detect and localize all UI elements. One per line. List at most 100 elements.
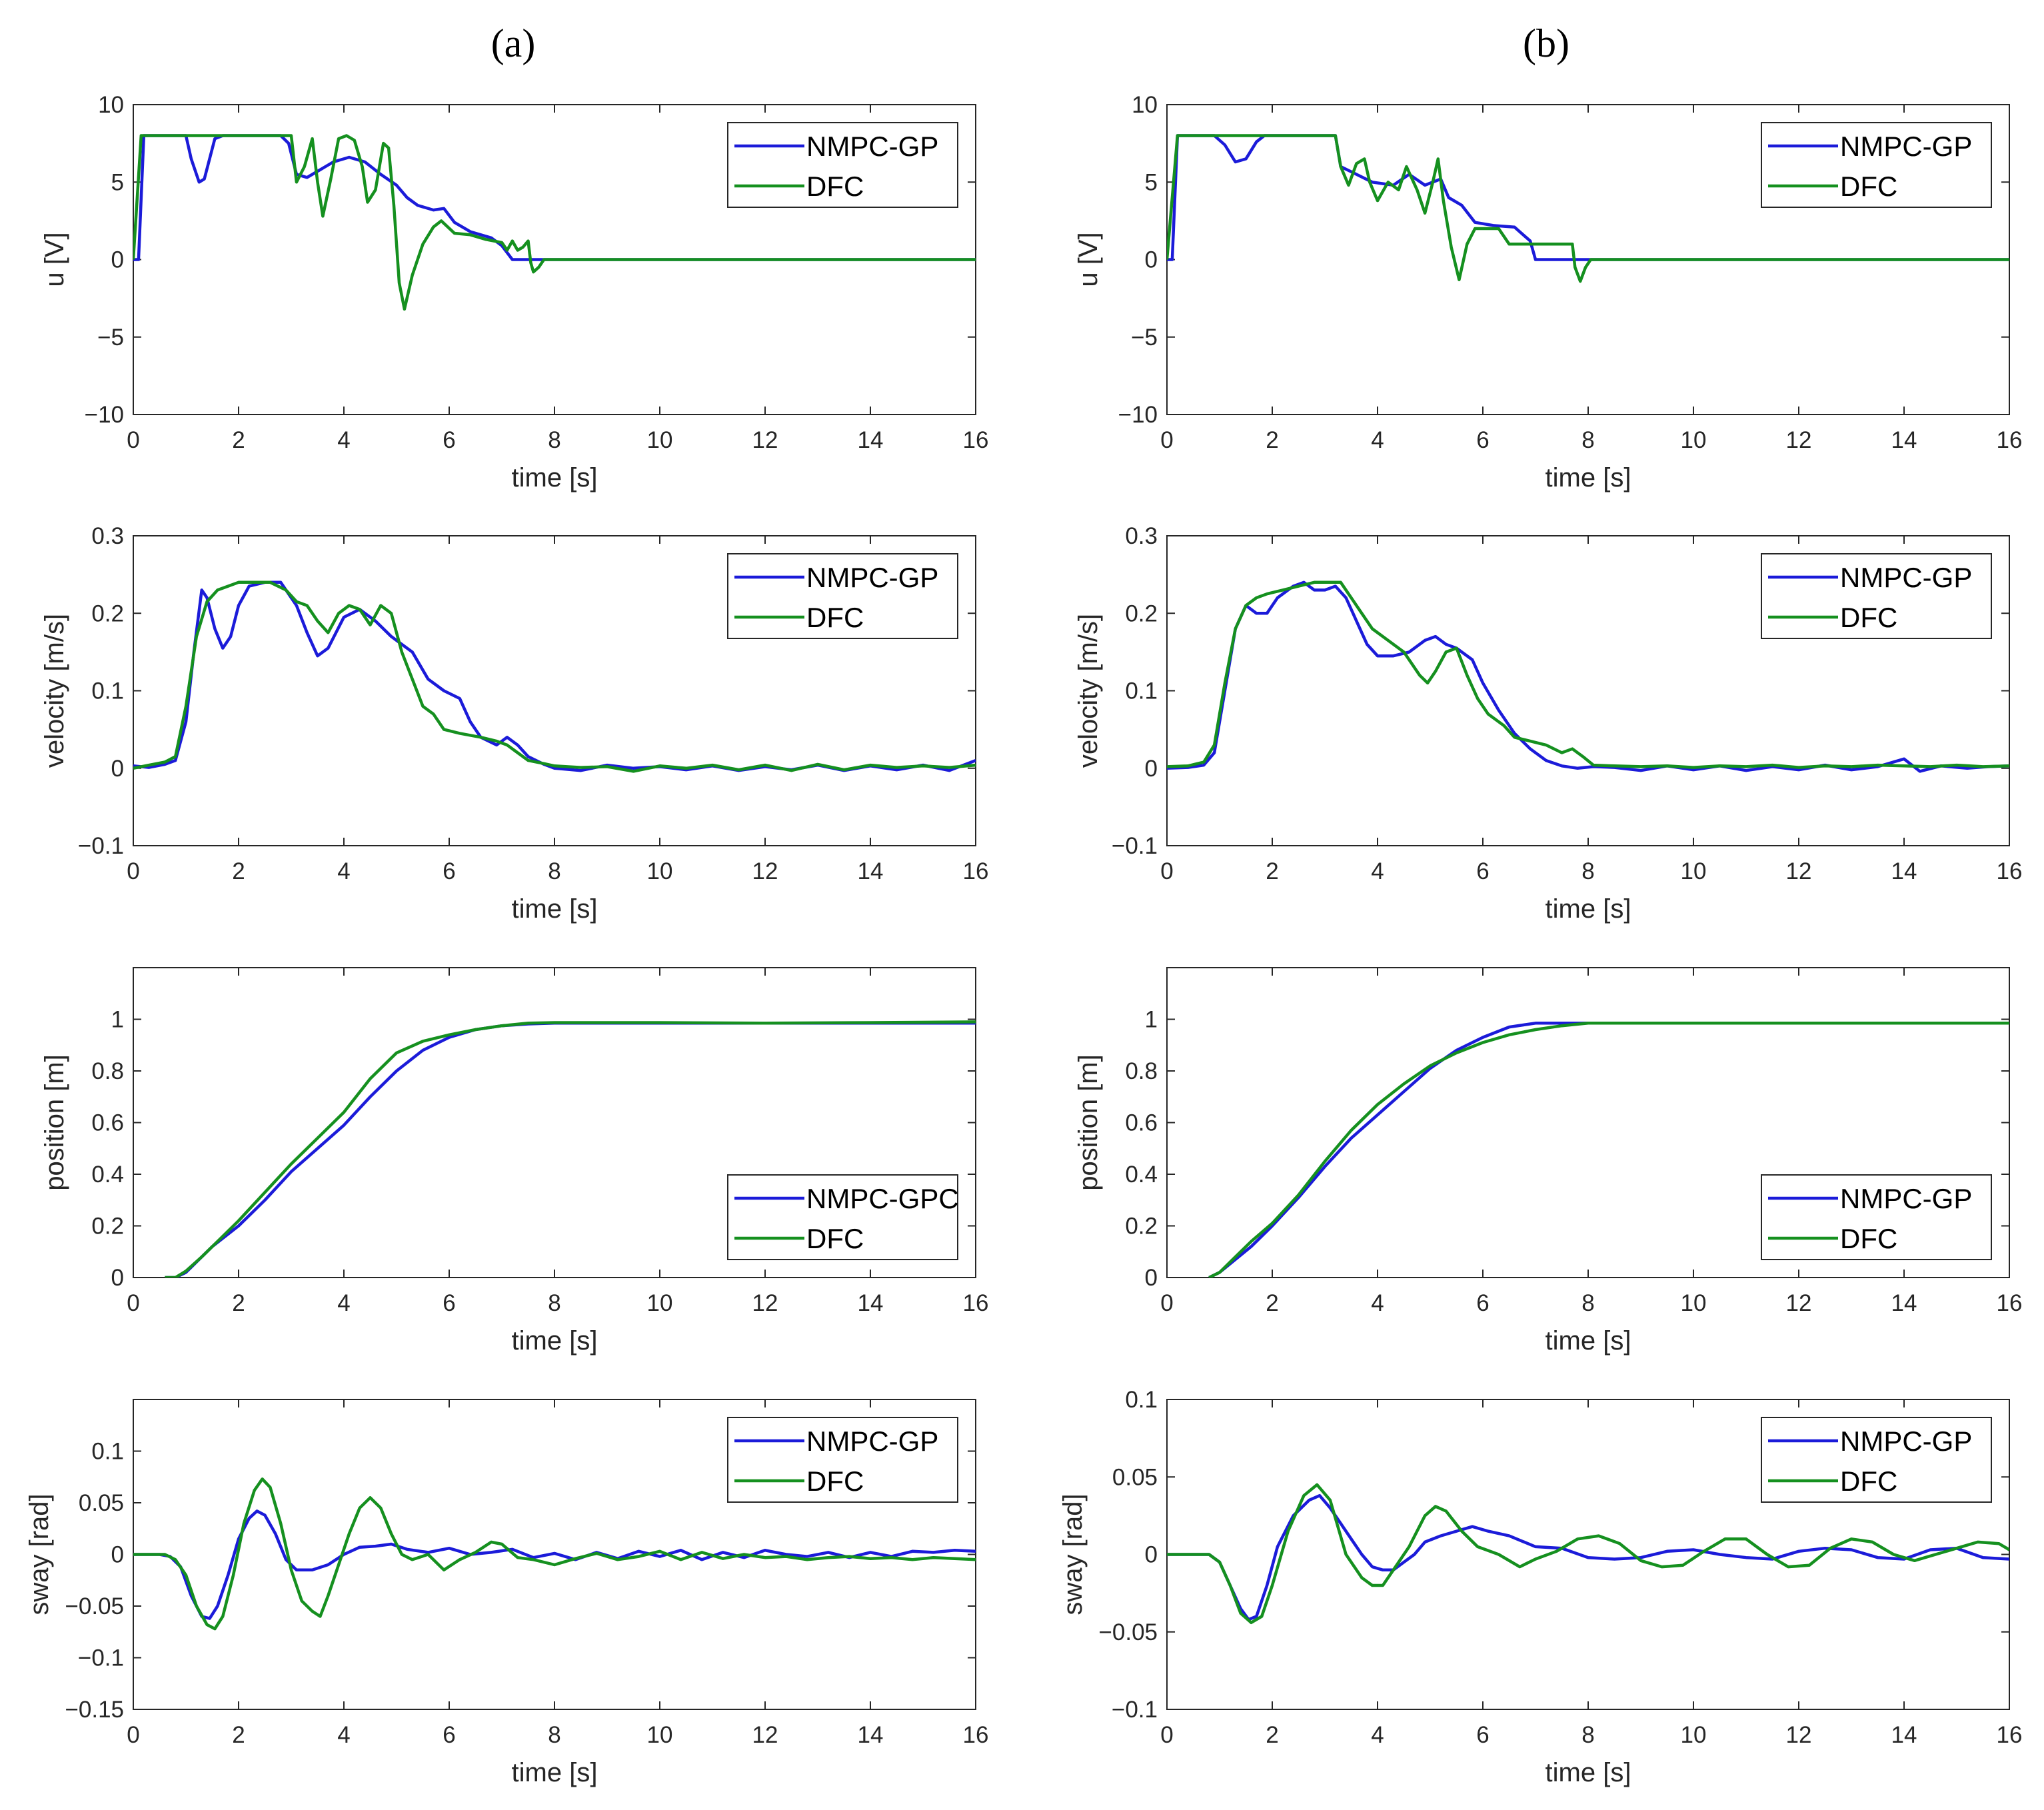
legend-box xyxy=(727,553,958,639)
x-tick-label: 14 xyxy=(1891,858,1917,884)
x-tick-label: 14 xyxy=(858,1722,884,1748)
x-tick-label: 16 xyxy=(963,1290,989,1316)
x-tick-label: 8 xyxy=(1581,427,1594,453)
x-axis-label: time [s] xyxy=(1545,894,1631,924)
series-line-nmpc-gp xyxy=(1167,134,2009,261)
legend-label-nmpc-gp: NMPC-GP xyxy=(806,562,938,593)
x-tick-label: 2 xyxy=(232,858,245,884)
x-tick-label: 16 xyxy=(1997,1722,2023,1748)
x-tick-label: 16 xyxy=(1997,1290,2023,1316)
y-tick-label: −0.05 xyxy=(1098,1619,1158,1645)
y-axis-label: u [V] xyxy=(40,232,69,287)
x-axis-label: time [s] xyxy=(512,1326,598,1356)
x-tick-label: 16 xyxy=(963,427,989,453)
x-tick-label: 8 xyxy=(548,1290,560,1316)
column-label-b: (b) xyxy=(1523,21,1569,65)
y-tick-label: −0.1 xyxy=(78,833,124,859)
y-tick-label: 0.1 xyxy=(91,1439,124,1465)
series-line-nmpc-gp xyxy=(133,134,976,261)
y-tick-label: 0.4 xyxy=(91,1162,124,1188)
x-tick-label: 4 xyxy=(337,1722,350,1748)
column-label-a: (a) xyxy=(491,21,536,65)
x-axis-label: time [s] xyxy=(512,463,598,492)
x-tick-label: 0 xyxy=(1160,858,1173,884)
subplot-b-u: 0 2 4 6 8 10 12 14 16 −10 −5 0 5 10 time [s] u [V] NMPC-… xyxy=(1074,92,2022,492)
subplot-a-sway: 0 2 4 6 8 10 12 14 16 −0.15 −0.1 −0.05 0 0.05 0.1 time … xyxy=(25,1399,988,1787)
series-line-dfc xyxy=(1167,1483,2009,1625)
legend-label-dfc: DFC xyxy=(1840,171,1897,202)
legend-box xyxy=(1761,553,1992,639)
x-axis-label: time [s] xyxy=(1545,1326,1631,1356)
y-axis-label: sway [rad] xyxy=(25,1493,54,1615)
y-tick-label: 0.1 xyxy=(1125,678,1158,704)
x-tick-label: 4 xyxy=(337,1290,350,1316)
y-axis-label: position [m] xyxy=(40,1054,69,1191)
x-tick-label: 14 xyxy=(858,1290,884,1316)
x-tick-label: 6 xyxy=(1476,427,1489,453)
x-tick-label: 2 xyxy=(1266,1290,1278,1316)
x-tick-label: 6 xyxy=(1476,1722,1489,1748)
y-tick-label: −10 xyxy=(85,402,124,428)
x-tick-label: 4 xyxy=(1371,427,1384,453)
y-axis-label: sway [rad] xyxy=(1058,1493,1088,1615)
y-tick-label: 5 xyxy=(1145,169,1158,195)
x-tick-label: 12 xyxy=(752,427,778,453)
legend-label-nmpc-gp: NMPC-GP xyxy=(1840,1183,1972,1214)
y-tick-label: −0.05 xyxy=(65,1593,124,1619)
x-tick-label: 8 xyxy=(548,1722,560,1748)
legend-label-dfc: DFC xyxy=(806,602,864,633)
x-axis-label: time [s] xyxy=(512,1758,598,1787)
legend-box xyxy=(727,1417,958,1503)
x-tick-label: 16 xyxy=(1997,427,2023,453)
legend-label-nmpc-gp: NMPC-GP xyxy=(1840,131,1972,162)
y-tick-label: 0.3 xyxy=(91,523,124,549)
legend: NMPC-GP DFC xyxy=(1761,1174,1992,1260)
y-tick-label: 0 xyxy=(1145,1265,1158,1291)
y-tick-label: 0.6 xyxy=(91,1110,124,1136)
x-tick-label: 4 xyxy=(337,427,350,453)
subplot-a-u: 0 2 4 6 8 10 12 14 16 −10 −5 0 5 10 time [s] u [V] NMPC-… xyxy=(40,92,988,492)
legend: NMPC-GP DFC xyxy=(727,553,958,639)
x-tick-label: 12 xyxy=(752,1722,778,1748)
x-tick-label: 10 xyxy=(647,1290,673,1316)
x-tick-label: 0 xyxy=(1160,1722,1173,1748)
y-tick-label: −0.1 xyxy=(1112,1697,1158,1723)
y-tick-label: 0.05 xyxy=(1112,1464,1158,1490)
subplot-b-sway: 0 2 4 6 8 10 12 14 16 −0.1 −0.05 0 0.05 0.1 time [s] sw… xyxy=(1058,1387,2022,1787)
x-tick-label: 2 xyxy=(232,1722,245,1748)
y-tick-label: −10 xyxy=(1118,402,1158,428)
x-tick-label: 12 xyxy=(752,1290,778,1316)
y-tick-label: 0.3 xyxy=(1125,523,1158,549)
y-tick-label: 0 xyxy=(1145,1542,1158,1568)
legend-label-dfc: DFC xyxy=(806,1465,864,1497)
x-tick-label: 8 xyxy=(1581,1722,1594,1748)
series-line-dfc xyxy=(1167,580,2009,769)
x-tick-label: 16 xyxy=(1997,858,2023,884)
x-tick-label: 14 xyxy=(1891,1290,1917,1316)
y-tick-label: 0 xyxy=(111,1542,124,1568)
legend-label-nmpc-gp: NMPC-GP xyxy=(806,131,938,162)
x-tick-label: 4 xyxy=(1371,1722,1384,1748)
x-tick-label: 6 xyxy=(1476,1290,1489,1316)
legend-label-nmpc-gp: NMPC-GP xyxy=(1840,1425,1972,1457)
subplot-b-position: 0 2 4 6 8 10 12 14 16 0 0.2 0.4 0.6 0.8 1 time [s] posit… xyxy=(1074,967,2023,1356)
legend-label-nmpc-gpc: NMPC-GPC xyxy=(806,1183,959,1214)
x-tick-label: 8 xyxy=(548,427,560,453)
y-tick-label: 0 xyxy=(111,1265,124,1291)
y-tick-label: −0.1 xyxy=(1112,833,1158,859)
x-tick-label: 2 xyxy=(1266,858,1278,884)
series-line-dfc xyxy=(165,1020,976,1278)
legend-box xyxy=(1761,122,1992,208)
y-tick-label: 0.2 xyxy=(1125,1214,1158,1240)
y-axis-label: position [m] xyxy=(1074,1054,1103,1191)
legend: NMPC-GP DFC xyxy=(1761,1417,1992,1503)
y-tick-label: −5 xyxy=(1131,325,1158,351)
y-tick-label: −0.1 xyxy=(78,1645,124,1671)
x-tick-label: 6 xyxy=(443,858,455,884)
y-tick-label: 5 xyxy=(111,169,124,195)
y-tick-label: 0.8 xyxy=(1125,1058,1158,1084)
legend-label-dfc: DFC xyxy=(806,1223,864,1254)
x-tick-label: 0 xyxy=(127,1722,139,1748)
x-tick-label: 12 xyxy=(1786,1722,1812,1748)
